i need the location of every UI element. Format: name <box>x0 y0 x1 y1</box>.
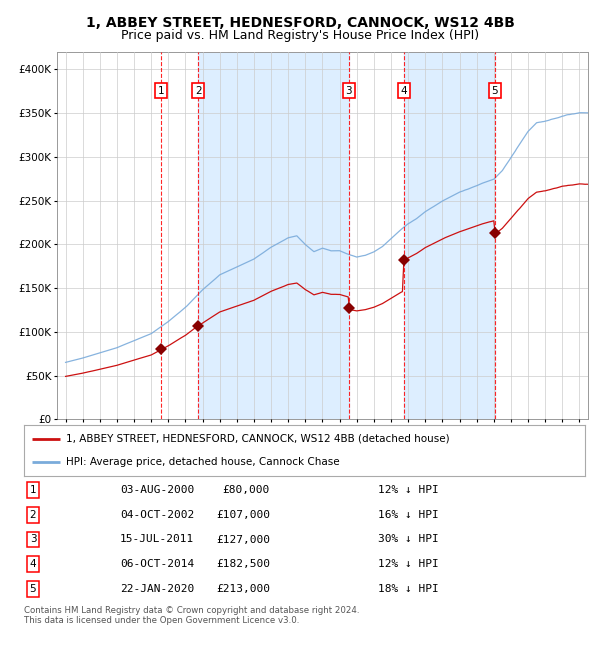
Text: 22-JAN-2020: 22-JAN-2020 <box>120 584 194 594</box>
Text: 03-AUG-2000: 03-AUG-2000 <box>120 485 194 495</box>
Text: 1, ABBEY STREET, HEDNESFORD, CANNOCK, WS12 4BB (detached house): 1, ABBEY STREET, HEDNESFORD, CANNOCK, WS… <box>66 434 450 444</box>
Text: £213,000: £213,000 <box>216 584 270 594</box>
Text: £127,000: £127,000 <box>216 534 270 545</box>
Text: 4: 4 <box>401 86 407 96</box>
Text: 1: 1 <box>29 485 37 495</box>
Text: 1, ABBEY STREET, HEDNESFORD, CANNOCK, WS12 4BB: 1, ABBEY STREET, HEDNESFORD, CANNOCK, WS… <box>86 16 514 31</box>
Text: 2: 2 <box>29 510 37 520</box>
Text: 04-OCT-2002: 04-OCT-2002 <box>120 510 194 520</box>
Text: 30% ↓ HPI: 30% ↓ HPI <box>378 534 439 545</box>
Text: 06-OCT-2014: 06-OCT-2014 <box>120 559 194 569</box>
Text: £182,500: £182,500 <box>216 559 270 569</box>
Text: HPI: Average price, detached house, Cannock Chase: HPI: Average price, detached house, Cann… <box>66 457 340 467</box>
Text: 5: 5 <box>491 86 498 96</box>
Text: 4: 4 <box>29 559 37 569</box>
Text: 12% ↓ HPI: 12% ↓ HPI <box>378 485 439 495</box>
Text: 18% ↓ HPI: 18% ↓ HPI <box>378 584 439 594</box>
Text: 12% ↓ HPI: 12% ↓ HPI <box>378 559 439 569</box>
Text: £107,000: £107,000 <box>216 510 270 520</box>
Text: 15-JUL-2011: 15-JUL-2011 <box>120 534 194 545</box>
Text: 5: 5 <box>29 584 37 594</box>
Text: Contains HM Land Registry data © Crown copyright and database right 2024.
This d: Contains HM Land Registry data © Crown c… <box>24 606 359 625</box>
Text: 16% ↓ HPI: 16% ↓ HPI <box>378 510 439 520</box>
Text: 2: 2 <box>195 86 202 96</box>
Text: Price paid vs. HM Land Registry's House Price Index (HPI): Price paid vs. HM Land Registry's House … <box>121 29 479 42</box>
Text: 1: 1 <box>158 86 164 96</box>
Bar <box>404 52 495 419</box>
Text: £80,000: £80,000 <box>223 485 270 495</box>
Text: 3: 3 <box>29 534 37 545</box>
Text: 3: 3 <box>346 86 352 96</box>
Bar <box>199 52 349 419</box>
